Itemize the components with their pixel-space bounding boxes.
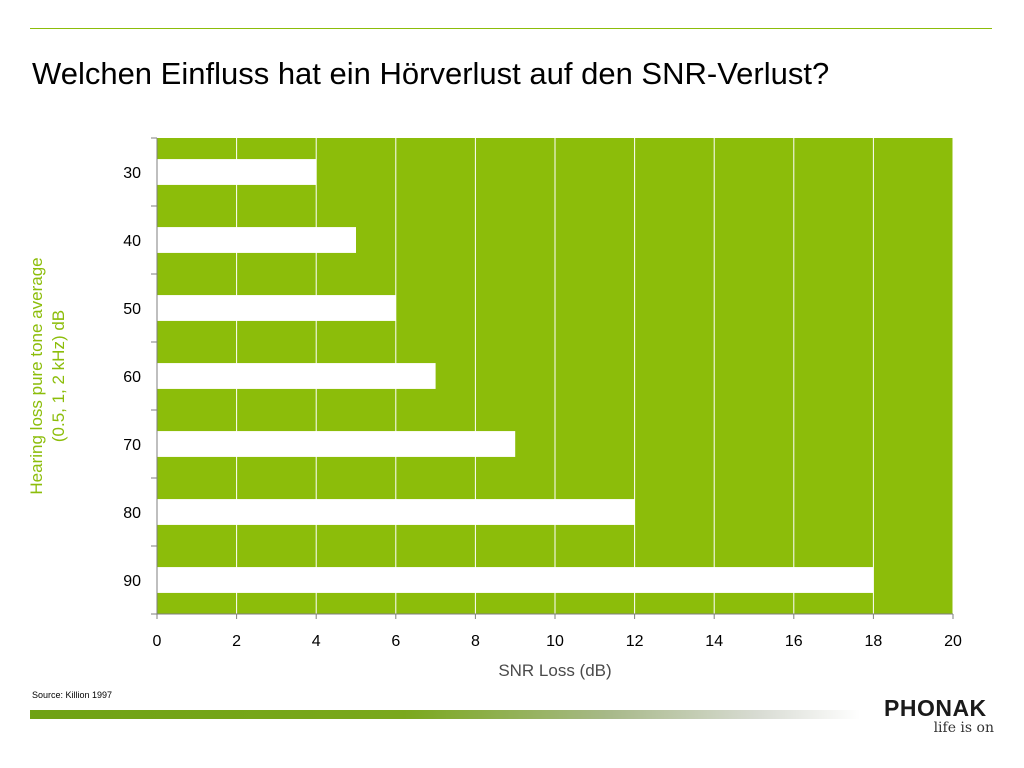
x-tick-label: 8 [471, 633, 480, 650]
source-note: Source: Killion 1997 [32, 690, 113, 700]
y-tick-label: 60 [123, 369, 141, 386]
logo-wordmark: PHONAK [884, 695, 987, 721]
x-tick-label: 10 [546, 633, 564, 650]
phonak-logo: PHONAK life is on [884, 695, 994, 743]
y-axis-title-line: (0.5, 1, 2 kHz) dB [49, 310, 68, 442]
x-tick-label: 4 [312, 633, 321, 650]
bar-60 [157, 363, 436, 389]
bar-30 [157, 159, 317, 185]
y-axis-title-line: Hearing loss pure tone average [27, 257, 46, 494]
bottom-gradient-band [30, 710, 860, 719]
y-axis-title: Hearing loss pure tone average (0.5, 1, 2… [27, 257, 68, 494]
y-tick-label: 40 [123, 233, 141, 250]
bar-50 [157, 295, 396, 321]
x-tick-label: 18 [865, 633, 883, 650]
y-tick-label: 90 [123, 573, 141, 590]
y-tick-label: 30 [123, 165, 141, 182]
bar-70 [157, 431, 516, 457]
x-tick-label: 20 [944, 633, 962, 650]
bar-90 [157, 567, 874, 593]
top-rule [30, 28, 992, 29]
x-tick-label: 0 [153, 633, 162, 650]
bar-40 [157, 227, 356, 253]
y-tick-label: 70 [123, 437, 141, 454]
y-tick-label: 50 [123, 301, 141, 318]
x-tick-label: 2 [232, 633, 241, 650]
x-axis-title: SNR Loss (dB) [498, 661, 611, 680]
slide-title: Welchen Einfluss hat ein Hörverlust auf … [32, 56, 830, 91]
x-tick-label: 16 [785, 633, 803, 650]
x-tick-label: 14 [705, 633, 723, 650]
x-tick-label: 6 [391, 633, 400, 650]
bar-80 [157, 499, 635, 525]
x-tick-label: 12 [626, 633, 644, 650]
logo-tagline: life is on [933, 720, 994, 736]
y-tick-label: 80 [123, 505, 141, 522]
